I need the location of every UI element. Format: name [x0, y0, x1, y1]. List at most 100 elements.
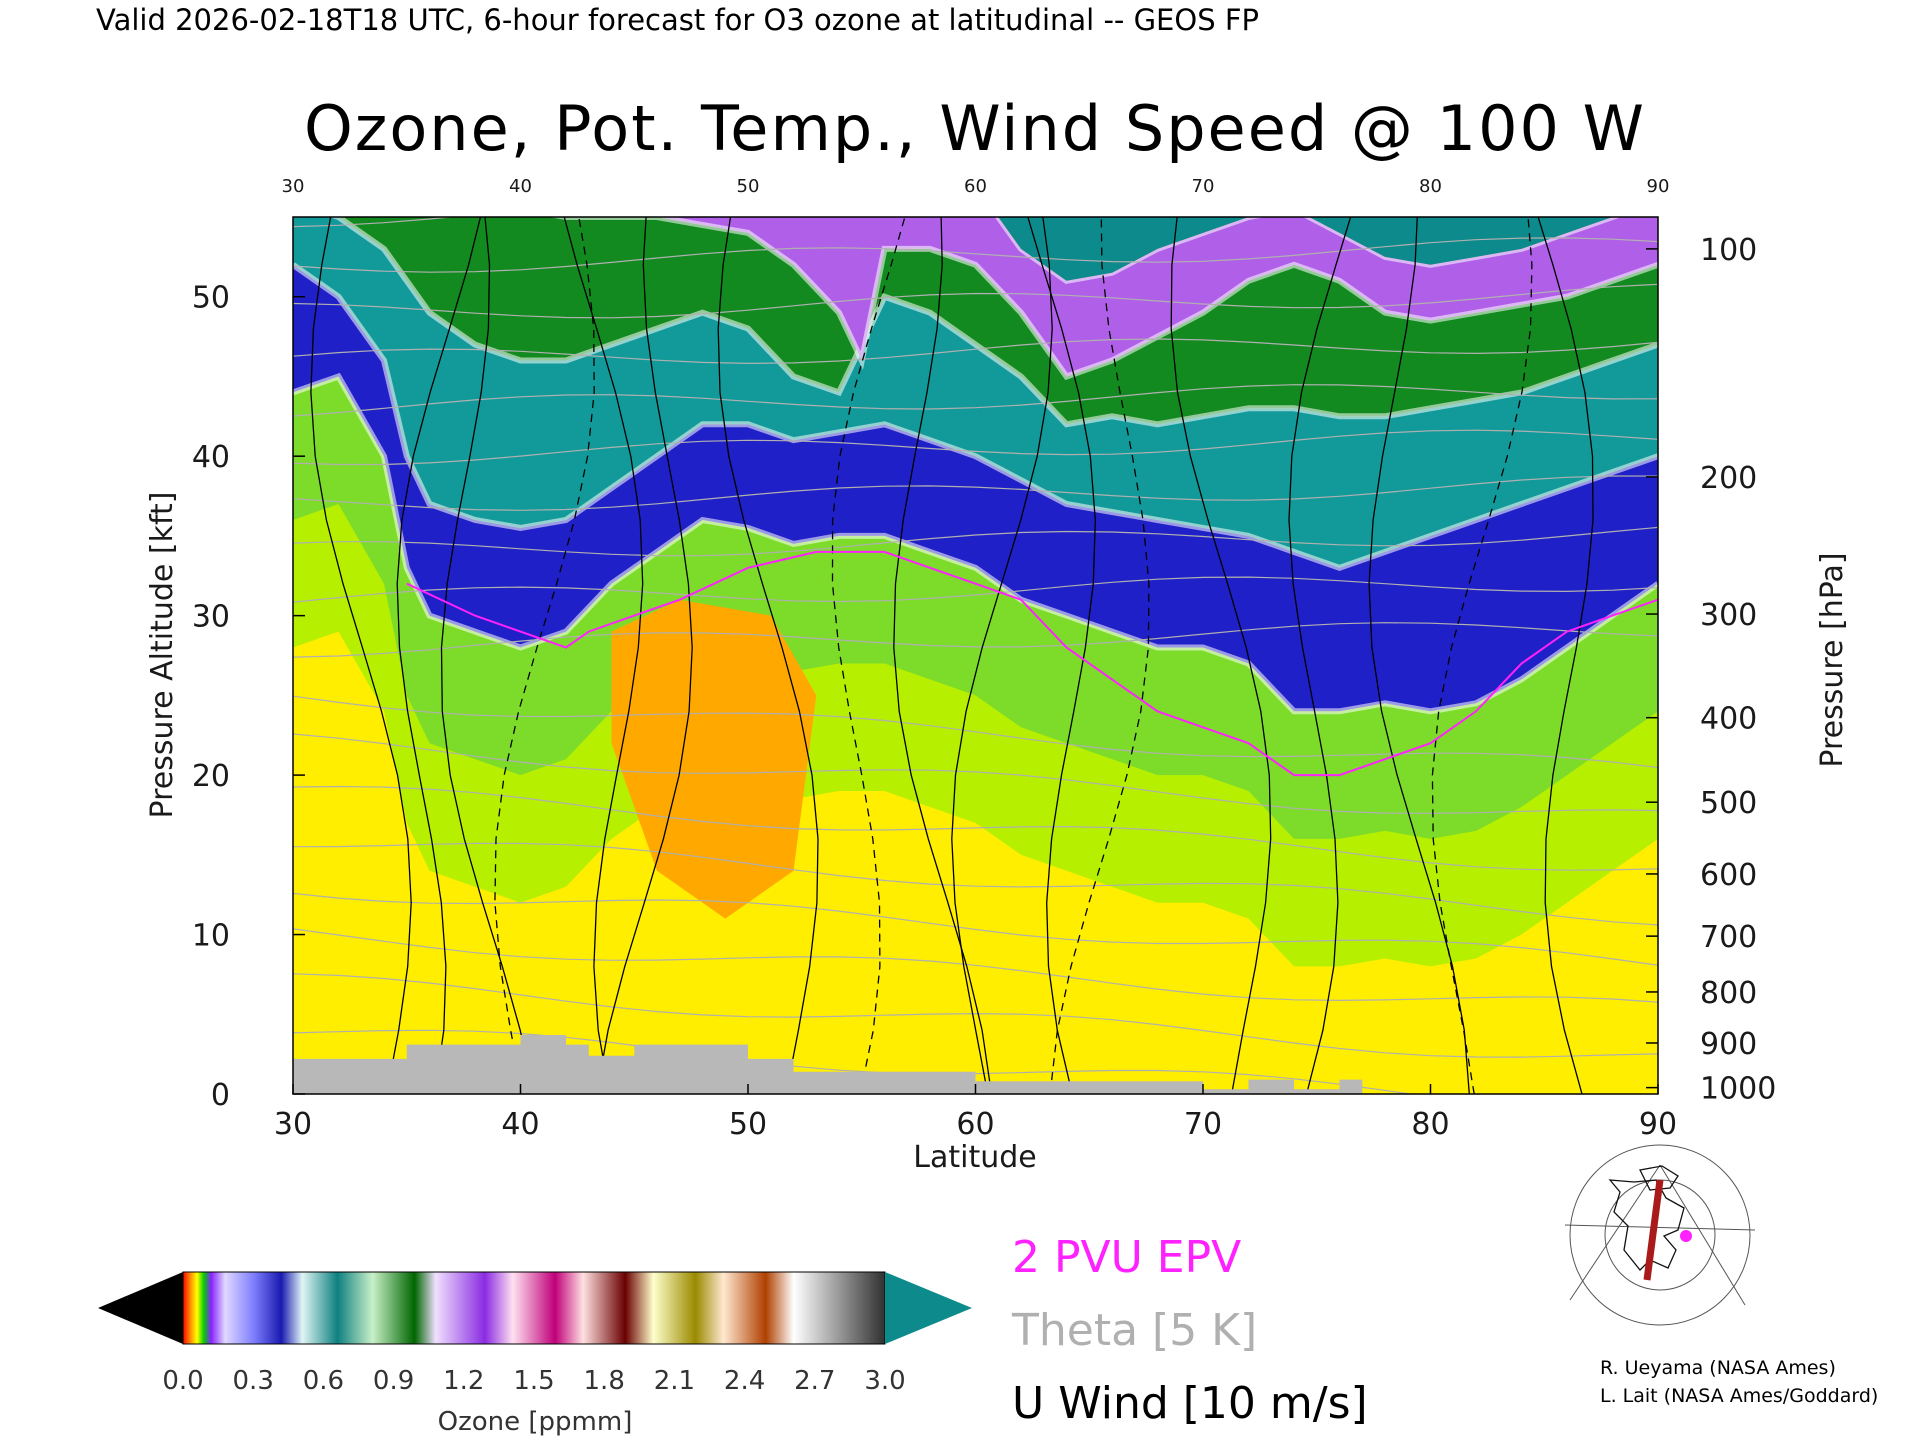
theta-contour	[293, 842, 1658, 926]
theta-contour	[293, 338, 1658, 365]
colorbar: 0.0 0.3 0.6 0.9 1.2 1.5 1.8 2.1 2.4 2.7 3.0 Ozone …	[98, 1271, 972, 1437]
theta-contour	[293, 892, 1658, 966]
colorbar-tick-label: 2.4	[724, 1366, 765, 1396]
ozone-cap	[998, 217, 1613, 281]
colorbar-tick-label: 0.0	[162, 1366, 203, 1396]
colorbar-tick-label: 2.1	[654, 1366, 695, 1396]
x-tick-label: 30	[274, 1107, 312, 1142]
header-text: Valid 2026-02-18T18 UTC, 6-hour forecast…	[96, 3, 1259, 37]
theta-contour	[293, 526, 1658, 557]
colorbar-low-arrow	[98, 1272, 183, 1344]
uwind-contour	[563, 217, 644, 1094]
y-tick-label-right: 200	[1700, 461, 1757, 496]
colorbar-tick-label: 1.8	[584, 1366, 625, 1396]
y-tick-label-left: 30	[192, 600, 230, 635]
colorbar-tick-label: 0.3	[233, 1366, 274, 1396]
ozone-layer	[293, 264, 1658, 712]
y-axis-right-label: Pressure [hPa]	[1815, 552, 1850, 767]
x-tick-label: 80	[1411, 1107, 1449, 1142]
uwind-contours	[310, 217, 1594, 1094]
chart-title: Ozone, Pot. Temp., Wind Speed @ 100 W	[304, 92, 1646, 165]
y-tick-label-right: 800	[1700, 976, 1757, 1011]
legend-uwind: U Wind [10 m/s]	[1012, 1378, 1368, 1429]
y-tick-label-right: 900	[1700, 1027, 1757, 1062]
theta-contour	[293, 429, 1658, 466]
x-tick-label: 60	[956, 1107, 994, 1142]
uwind-contour	[396, 217, 482, 1094]
ozone-layer-edge	[329, 217, 1658, 428]
uwind-contour	[1368, 217, 1470, 1094]
x-tick-label-top: 30	[282, 176, 305, 197]
theta-contour	[293, 785, 1658, 871]
theta-contour	[293, 973, 1658, 1058]
x-tick-label-top: 70	[1192, 176, 1215, 197]
uwind-contour	[1288, 217, 1352, 1094]
terrain	[293, 1035, 1658, 1094]
x-tick-label: 70	[1184, 1107, 1222, 1142]
uwind-contour	[1431, 217, 1533, 1094]
section-line-icon	[1643, 1179, 1664, 1281]
x-axis-label: Latitude	[913, 1140, 1036, 1175]
x-tick-label-top: 60	[964, 176, 987, 197]
uwind-contour	[440, 217, 535, 1094]
tropospheric-green-band	[293, 376, 1658, 871]
y-axis-left-label: Pressure Altitude [kft]	[145, 492, 180, 819]
x-tick-label-top: 80	[1419, 176, 1442, 197]
x-tick-label: 90	[1639, 1107, 1677, 1142]
uwind-contour	[951, 217, 1053, 1094]
legend-theta: Theta [5 K]	[1011, 1305, 1257, 1356]
theta-contour	[293, 384, 1658, 417]
y-tick-label-left: 10	[192, 919, 230, 954]
plot-area	[293, 217, 1658, 1094]
x-tick-label-top: 40	[509, 176, 532, 197]
theta-contour	[293, 928, 1658, 1003]
uwind-contour	[1170, 217, 1272, 1094]
y-tick-label-left: 20	[192, 759, 230, 794]
theta-contour	[293, 695, 1658, 769]
tropospheric-ozone-maximum	[611, 599, 817, 919]
ozone-layer	[293, 217, 1658, 568]
colorbar-tick-label: 2.7	[794, 1366, 835, 1396]
ozone-layer-edge	[548, 217, 1658, 381]
x-tick-label-top: 90	[1647, 176, 1670, 197]
y-tick-label-right: 100	[1700, 233, 1757, 268]
colorbar-tick-label: 1.2	[443, 1366, 484, 1396]
uwind-contour	[1027, 217, 1096, 1094]
theta-contour	[293, 576, 1658, 603]
uwind-contour	[1537, 217, 1594, 1094]
colorbar-label: Ozone [ppmm]	[438, 1407, 633, 1437]
y-tick-label-left: 40	[192, 440, 230, 475]
y-axis-left: 0 10 20 30 40 50	[192, 281, 305, 1113]
colorbar-tick-label: 3.0	[864, 1366, 905, 1396]
ozone-layer-edge	[293, 262, 1658, 571]
colorbar-ticks: 0.0 0.3 0.6 0.9 1.2 1.5 1.8 2.1 2.4 2.7 3.0	[162, 1366, 905, 1396]
x-tick-label: 50	[729, 1107, 767, 1142]
x-axis-bottom: 30 40 50 60 70 80 90	[274, 1084, 1677, 1142]
y-tick-label-right: 1000	[1700, 1072, 1776, 1107]
uwind-contour	[494, 217, 595, 1094]
y-tick-label-right: 400	[1700, 702, 1757, 737]
colorbar-high-arrow	[885, 1272, 972, 1344]
x-axis-top: 30 40 50 60 70 80 90	[282, 176, 1670, 197]
uwind-contour	[831, 217, 906, 1094]
uwind-contour	[1049, 217, 1150, 1094]
colorbar-tick-label: 0.6	[303, 1366, 344, 1396]
theta-contour	[293, 622, 1658, 658]
y-tick-label-right: 700	[1700, 920, 1757, 955]
y-tick-label-left: 0	[211, 1078, 230, 1113]
location-marker-icon	[1680, 1230, 1692, 1242]
y-axis-right: 100 200 300 400 500 600 700 800 900 1000	[1646, 233, 1776, 1107]
x-tick-label-top: 50	[737, 176, 760, 197]
colorbar-tick-label: 1.5	[513, 1366, 554, 1396]
theta-contour	[293, 475, 1658, 511]
y-tick-label-right: 600	[1700, 858, 1757, 893]
ozone-layer	[338, 217, 1658, 425]
locator-map	[1556, 1144, 1756, 1326]
ozone-layer	[566, 217, 1658, 377]
uwind-contour	[717, 217, 819, 1094]
colorbar-tick-label: 0.9	[373, 1366, 414, 1396]
theta-contour	[293, 733, 1658, 815]
credit-line-1: R. Ueyama (NASA Ames)	[1600, 1357, 1836, 1379]
tropospheric-lime-band	[293, 504, 1658, 967]
